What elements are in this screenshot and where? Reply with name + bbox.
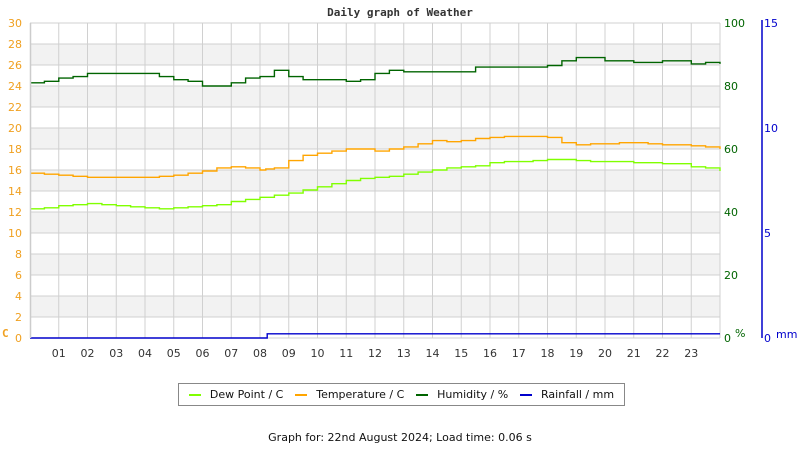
svg-text:15: 15 <box>454 347 468 360</box>
svg-text:16: 16 <box>8 164 22 177</box>
svg-text:40: 40 <box>724 206 738 219</box>
humidity-swatch-icon <box>416 393 429 396</box>
svg-text:22: 22 <box>8 101 22 114</box>
svg-text:13: 13 <box>397 347 411 360</box>
legend-label: Dew Point / C <box>209 388 284 401</box>
dewpoint-swatch-icon <box>188 393 201 396</box>
svg-text:28: 28 <box>8 38 22 51</box>
svg-text:04: 04 <box>138 347 152 360</box>
svg-text:100: 100 <box>724 17 745 30</box>
svg-text:60: 60 <box>724 143 738 156</box>
humidity-axis-unit: % <box>735 327 745 340</box>
rain-axis-unit: mm <box>776 328 797 341</box>
svg-text:11: 11 <box>339 347 353 360</box>
svg-text:0: 0 <box>724 332 731 345</box>
svg-text:07: 07 <box>224 347 238 360</box>
series-dew-line <box>30 158 721 210</box>
svg-text:5: 5 <box>764 227 771 240</box>
x-axis-ticks: 01 02 03 04 05 06 07 08 09 10 11 12 13 14 15 16 17 18 19 20… <box>52 347 699 360</box>
svg-text:30: 30 <box>8 17 22 30</box>
series-lines <box>30 56 721 339</box>
svg-text:80: 80 <box>724 80 738 93</box>
svg-text:12: 12 <box>8 206 22 219</box>
svg-text:14: 14 <box>8 185 22 198</box>
svg-text:21: 21 <box>627 347 641 360</box>
svg-text:20: 20 <box>598 347 612 360</box>
legend-item-dewpoint: Dew Point / C <box>188 388 284 401</box>
svg-text:20: 20 <box>724 269 738 282</box>
svg-text:18: 18 <box>541 347 555 360</box>
svg-text:18: 18 <box>8 143 22 156</box>
svg-text:15: 15 <box>764 17 778 30</box>
chart-title: Daily graph of Weather <box>327 6 473 19</box>
svg-text:02: 02 <box>81 347 95 360</box>
svg-text:23: 23 <box>684 347 698 360</box>
temperature-swatch-icon <box>295 393 308 396</box>
svg-text:10: 10 <box>8 227 22 240</box>
svg-text:03: 03 <box>109 347 123 360</box>
graph-footer: Graph for: 22nd August 2024; Load time: … <box>268 431 532 444</box>
series-humidity-line <box>30 56 721 87</box>
svg-text:05: 05 <box>167 347 181 360</box>
svg-text:26: 26 <box>8 59 22 72</box>
svg-text:24: 24 <box>8 80 22 93</box>
legend-item-rainfall: Rainfall / mm <box>520 388 614 401</box>
chart-legend: Dew Point / C Temperature / C Humidity /… <box>178 383 625 406</box>
humidity-axis-ticks: 0 20 40 60 80 100 <box>724 17 745 345</box>
svg-text:2: 2 <box>15 311 22 324</box>
svg-text:8: 8 <box>15 248 22 261</box>
svg-text:6: 6 <box>15 269 22 282</box>
svg-text:17: 17 <box>512 347 526 360</box>
svg-text:06: 06 <box>196 347 210 360</box>
svg-text:22: 22 <box>656 347 670 360</box>
svg-text:16: 16 <box>483 347 497 360</box>
legend-item-humidity: Humidity / % <box>416 388 508 401</box>
svg-text:10: 10 <box>764 122 778 135</box>
series-rainfall-line <box>30 333 720 339</box>
rain-axis-ticks: 0 5 10 15 <box>764 17 778 345</box>
svg-text:08: 08 <box>253 347 267 360</box>
svg-text:0: 0 <box>764 332 771 345</box>
svg-text:09: 09 <box>282 347 296 360</box>
legend-item-temperature: Temperature / C <box>295 388 404 401</box>
svg-text:4: 4 <box>15 290 22 303</box>
series-temperature-line <box>30 135 721 178</box>
rainfall-swatch-icon <box>520 393 533 396</box>
legend-label: Rainfall / mm <box>541 388 615 401</box>
svg-text:0: 0 <box>15 332 22 345</box>
svg-text:14: 14 <box>426 347 440 360</box>
legend-label: Temperature / C <box>316 388 405 401</box>
svg-text:19: 19 <box>569 347 583 360</box>
svg-text:10: 10 <box>311 347 325 360</box>
left-axis-unit: C <box>2 327 9 340</box>
svg-text:20: 20 <box>8 122 22 135</box>
svg-text:12: 12 <box>368 347 382 360</box>
legend-label: Humidity / % <box>437 388 509 401</box>
svg-text:01: 01 <box>52 347 66 360</box>
